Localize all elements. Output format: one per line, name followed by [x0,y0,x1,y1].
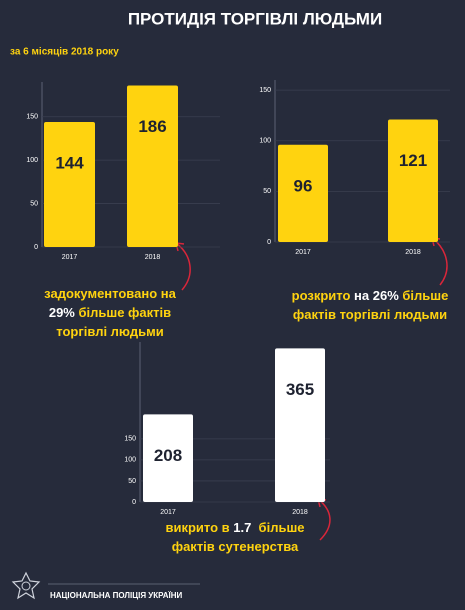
value-label: 186 [138,117,166,136]
x-tick-label: 2018 [145,254,161,261]
caption-text: більше фактів [74,305,172,320]
caption-text: розкрито [291,288,351,303]
bar [275,348,325,502]
caption-line: фактів сутенерства [135,537,335,556]
caption-text: фактів торгівлі людьми [292,307,448,322]
x-tick-label: 2017 [160,509,176,516]
arrow [175,242,191,291]
x-tick-label: 2018 [292,509,308,516]
caption: розкрито на 26% більше фактів торгівлі лю… [270,286,465,324]
y-tick-label: 100 [26,157,38,164]
y-tick-label: 150 [259,87,271,94]
caption-text: торгівлі людьми [56,324,164,339]
value-label: 144 [55,153,84,172]
arrow [431,237,448,286]
x-tick-label: 2017 [295,249,311,256]
caption-line: розкрито на 26% більше [270,286,465,305]
y-tick-label: 100 [124,457,136,464]
bar [127,85,178,247]
value-label: 208 [154,446,182,465]
caption-line: задокументовано на [10,284,210,303]
y-tick-label: 100 [259,138,271,145]
y-tick-label: 50 [263,188,271,195]
caption: задокументовано на 29% більше фактів торгі… [10,284,210,341]
caption-text: задокументовано на [44,286,176,301]
y-tick-label: 50 [128,478,136,485]
caption-text: більше [398,288,449,303]
caption: викрито в 1.7 більше фактів сутенерства [135,518,335,556]
caption-text: викрито в [165,520,230,535]
caption-text: на 26% [350,288,399,303]
footer-text: НАЦІОНАЛЬНА ПОЛІЦІЯ УКРАЇНИ [50,591,183,600]
caption-text: 29% [48,305,75,320]
x-tick-label: 2018 [405,249,421,256]
y-tick-label: 50 [30,200,38,207]
caption-line: фактів торгівлі людьми [270,305,465,324]
bar [278,144,328,242]
title: ПРОТИДІЯ ТОРГІВЛІ ЛЮДЬМИ [128,9,382,28]
caption-line: торгівлі людьми [10,322,210,341]
caption-text: фактів сутенерства [171,539,299,554]
value-label: 365 [286,380,314,399]
value-label: 96 [294,176,313,195]
y-tick-label: 0 [267,239,271,246]
caption-text: 1.7 [229,520,255,535]
y-tick-label: 0 [132,499,136,506]
caption-line: викрито в 1.7 більше [135,518,335,537]
y-tick-label: 0 [34,244,38,251]
caption-line: 29% більше фактів [10,303,210,322]
y-tick-label: 150 [124,436,136,443]
bar [44,121,95,247]
caption-text: більше [254,520,305,535]
value-label: 121 [399,151,427,170]
subtitle: за 6 місяців 2018 року [10,47,119,58]
emblem [11,571,41,600]
bar [143,414,193,502]
y-tick-label: 150 [26,114,38,121]
x-tick-label: 2017 [62,254,78,261]
bar [388,119,438,242]
